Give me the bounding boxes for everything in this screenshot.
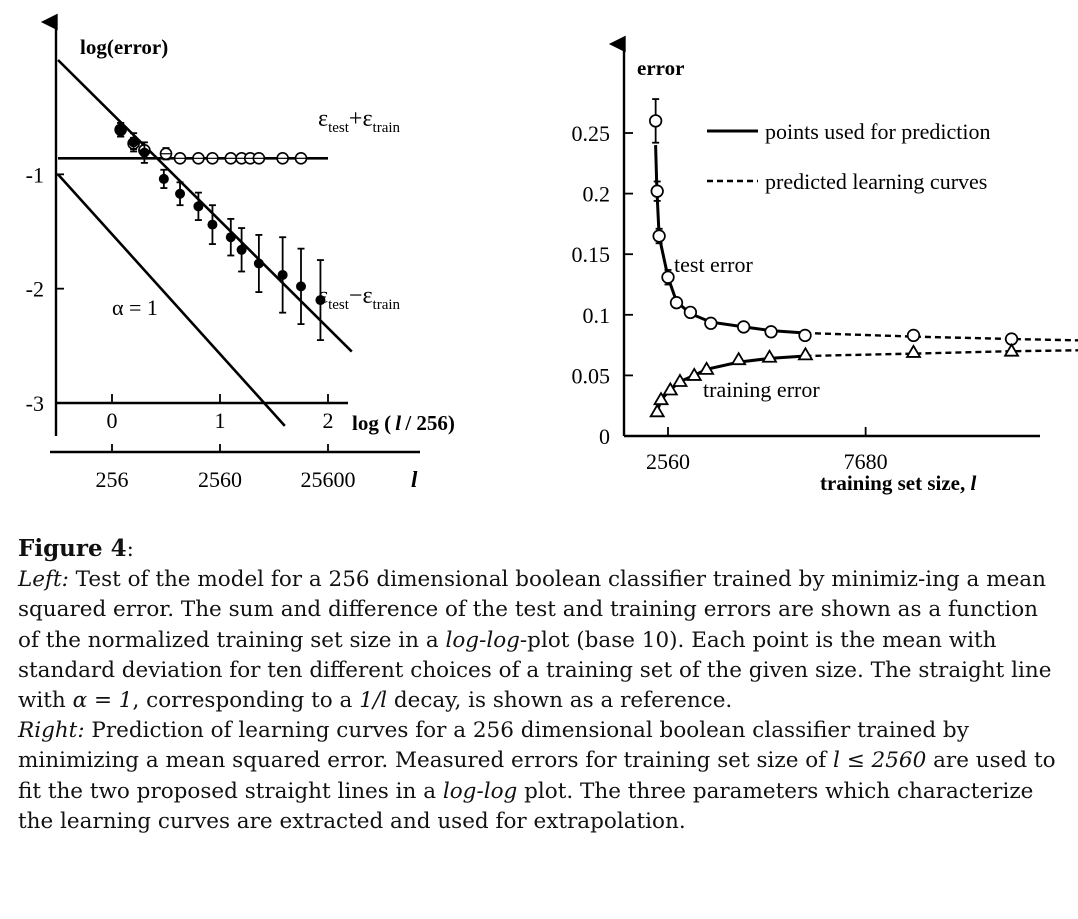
left-fit-line: [57, 173, 286, 427]
right-point-open: [764, 325, 778, 339]
caption-left-lead: Left:: [18, 567, 69, 593]
right-point-open: [648, 114, 663, 128]
right-point-open: [661, 270, 675, 284]
caption-left-decay: 1/l: [359, 688, 387, 714]
left-point-filled: [315, 295, 326, 306]
right-xtick-label: 2560: [646, 449, 690, 474]
right-ylabel: error: [637, 56, 684, 80]
left-point-filled: [225, 232, 236, 243]
left-point-filled: [115, 124, 126, 135]
right-solid-curve: [654, 145, 806, 335]
right-xlabel: training set size, l: [820, 471, 976, 495]
caption-left-text-3: , corresponding to a: [132, 688, 360, 714]
right-legend: points used for prediction predicted lea…: [707, 119, 990, 194]
left-xlabel: log ( l / 256): [352, 411, 455, 435]
left-ytick-label: -2: [26, 277, 44, 302]
right-dashed-curve: [804, 331, 1078, 342]
caption-right-paragraph: Right: Prediction of learning curves for…: [18, 716, 1062, 837]
annotation-sum: εtest+εtrain: [318, 106, 401, 136]
left-point-filled: [193, 201, 204, 212]
right-point-triangle: [686, 367, 703, 381]
right-point-triangle: [698, 361, 715, 375]
right-ticks: 256076801536000.050.10.150.20.25: [572, 121, 888, 474]
right-point-open: [906, 328, 921, 343]
legend-solid-label: points used for prediction: [765, 119, 990, 144]
caption-title-suffix: :: [126, 537, 134, 562]
figure-caption: Figure 4: Left: Test of the model for a …: [18, 534, 1062, 837]
left-point-filled: [277, 269, 288, 280]
left-ylabel: log(error): [80, 35, 168, 59]
left-x2label: l: [411, 467, 418, 492]
left-point-filled: [296, 281, 306, 292]
left-ytick-label: -1: [26, 162, 44, 187]
right-ytick-label: 0: [599, 424, 610, 449]
right-ytick-label: 0.15: [572, 242, 611, 267]
caption-left-text-4: decay, is shown as a reference.: [387, 688, 733, 714]
caption-figure-number: Figure 4: [18, 535, 127, 562]
left-point-filled: [253, 258, 264, 269]
left-point-filled: [139, 147, 150, 158]
caption-right-condition: l ≤ 2560: [832, 748, 927, 774]
caption-right-text-2: are used to fit the two proposed straigh…: [18, 748, 1056, 804]
left-fit-line: [57, 59, 353, 353]
right-point-triangle: [671, 373, 689, 387]
right-chart: 256076801536000.050.10.150.20.25 error t…: [572, 35, 1078, 495]
left-ytick-label: -3: [26, 391, 44, 416]
annotation-alpha: α = 1: [112, 295, 158, 320]
caption-left-text-1: Test of the model for a 256 dimensional …: [18, 567, 1046, 653]
right-point-open: [652, 229, 666, 243]
left-xtick-label: 1: [215, 408, 226, 433]
left-ticks: 0 1 2 256 2560 25600 -1 -2 -3: [26, 162, 356, 492]
left-point-filled: [236, 244, 247, 255]
right-marks: [648, 98, 1020, 418]
caption-title: Figure 4:: [18, 534, 1062, 565]
right-point-open: [737, 320, 751, 334]
caption-right-text-1: Prediction of learning curves for a 256 …: [18, 718, 969, 774]
left-point-filled: [158, 173, 169, 184]
right-point-triangle: [730, 351, 747, 366]
right-xtick-label: 7680: [844, 449, 888, 474]
annotation-test-error: test error: [674, 252, 753, 277]
left-x2tick-label: 25600: [301, 467, 356, 492]
caption-left-paragraph: Left: Test of the model for a 256 dimens…: [18, 565, 1062, 716]
caption-left-alpha: α = 1: [72, 688, 133, 714]
right-point-open: [683, 305, 698, 320]
right-point-triangle: [797, 346, 814, 361]
right-ytick-label: 0.2: [583, 182, 611, 207]
left-chart: 0 1 2 256 2560 25600 -1 -2 -3 log(error) log ( l…: [26, 13, 455, 492]
right-dashed-curve: [805, 349, 1078, 358]
caption-right-emph: log-log: [442, 778, 518, 804]
right-point-open: [669, 296, 684, 310]
right-point-triangle: [761, 348, 778, 363]
right-point-triangle: [905, 344, 922, 358]
caption-left-text-2: -plot (base 10). Each point is the mean …: [18, 627, 1052, 714]
left-point-filled: [175, 188, 186, 199]
left-marks: [114, 121, 326, 342]
right-point-triangle: [649, 403, 666, 418]
left-x2tick-label: 256: [96, 467, 129, 492]
right-point-triangle: [662, 381, 679, 396]
left-point-filled: [128, 137, 139, 148]
annotation-training-error: training error: [703, 377, 820, 402]
right-point-open: [650, 184, 664, 198]
right-point-triangle: [1003, 342, 1020, 357]
caption-right-lead: Right:: [18, 718, 85, 744]
left-xtick-label: 0: [107, 408, 118, 433]
right-ytick-label: 0.05: [572, 363, 611, 388]
right-ytick-label: 0.1: [583, 303, 611, 328]
caption-right-text-3: plot. The three parameters which charact…: [18, 778, 1034, 834]
left-x2tick-label: 2560: [198, 467, 242, 492]
right-point-triangle: [652, 391, 670, 406]
legend-dashed-label: predicted learning curves: [765, 169, 987, 194]
left-lines: [57, 59, 353, 427]
right-ytick-label: 0.25: [572, 121, 611, 146]
annotation-difference: εtest−εtrain: [318, 283, 401, 313]
left-point-filled: [207, 219, 218, 230]
right-point-open: [798, 328, 812, 343]
caption-left-emph: log-log: [445, 627, 520, 653]
right-point-open: [704, 316, 718, 330]
left-xtick-label: 2: [323, 408, 334, 433]
